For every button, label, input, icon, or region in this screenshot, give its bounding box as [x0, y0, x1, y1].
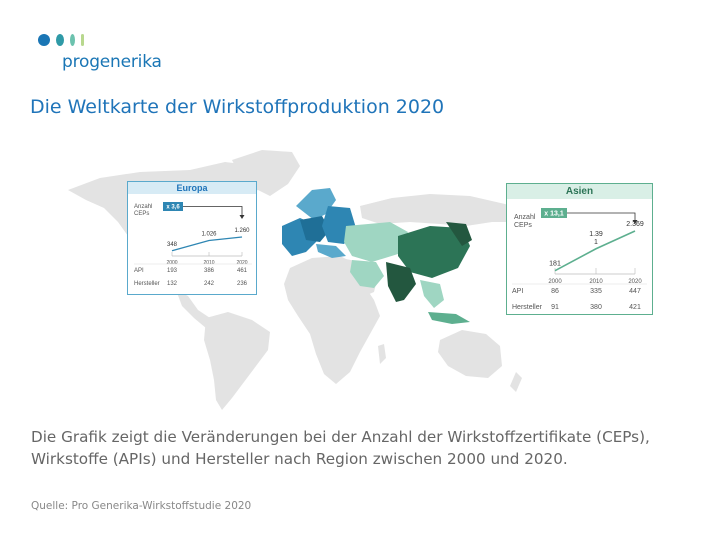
europe-x-label-0: 2000 [166, 260, 177, 266]
description-text: Die Grafik zeigt die Veränderungen bei d… [31, 428, 650, 468]
europe-growth-arrow-line [183, 206, 243, 218]
asia-cell-1-1: 380 [590, 304, 602, 311]
europe-cell-1-1: 242 [204, 281, 215, 287]
europe-region [282, 188, 356, 258]
logo-dots [38, 34, 84, 46]
europe-panel-title: Europa [128, 182, 256, 194]
europe-south [316, 244, 346, 258]
new-zealand [510, 372, 522, 392]
asia-india [386, 262, 416, 302]
logo-dot-1 [38, 34, 50, 46]
asia-region [344, 222, 472, 324]
asia-cell-0-1: 335 [590, 288, 602, 295]
madagascar [378, 344, 386, 364]
asia-panel: Asien Anzahl CEPs x 13,1 2000 2010 2020 181 1.3… [506, 183, 653, 315]
progenerika-logo: progenerika [38, 34, 162, 72]
asia-ylabel-line2: CEPs [514, 222, 532, 229]
page-title: Die Weltkarte der Wirkstoffproduktion 20… [30, 96, 445, 118]
europe-scandinavia [296, 188, 336, 220]
source-note: Quelle: Pro Generika-Wirkstoffstudie 202… [31, 500, 252, 512]
asia-cell-1-0: 91 [551, 304, 559, 311]
europe-cell-1-2: 236 [237, 281, 248, 287]
europe-badge: x 3,6 [166, 205, 180, 211]
greenland [232, 150, 300, 196]
asia-badge: x 13,1 [544, 211, 564, 218]
asia-x-label-2: 2020 [628, 279, 642, 285]
europe-central [300, 216, 330, 242]
asia-row-label-0: API [512, 288, 523, 295]
europe-x-label-2: 2020 [236, 260, 247, 266]
asia-badge-bg [541, 208, 567, 218]
europe-point-label-2: 1.260 [234, 228, 250, 234]
asia-southeast [420, 280, 444, 308]
asia-china [398, 226, 470, 278]
asia-cell-0-2: 447 [629, 288, 641, 295]
asia-cell-0-0: 86 [551, 288, 559, 295]
south-america [204, 312, 270, 410]
europe-growth-arrow-head [239, 215, 245, 219]
asia-point-label-1: 1.39 [589, 231, 603, 238]
europe-cell-0-2: 461 [237, 268, 248, 274]
logo-text: progenerika [62, 52, 162, 72]
logo-dot-2 [56, 34, 64, 46]
europe-panel: Europa Anzahl CEPs x 3,6 2000 2010 2020 348 1.0… [127, 181, 257, 295]
central-america [176, 290, 214, 328]
asia-growth-arrow-line [567, 212, 636, 223]
europe-row-label-1: Hersteller [134, 281, 160, 287]
logo-dot-3 [70, 34, 75, 46]
northern-asia [360, 194, 528, 226]
europe-x-label-1: 2010 [203, 260, 214, 266]
europe-badge-bg [163, 202, 183, 211]
europe-point-label-0: 348 [167, 242, 178, 248]
asia-indonesia [428, 312, 470, 324]
asia-middle-east [350, 260, 384, 288]
asia-point-label-0: 181 [549, 261, 561, 268]
australia [438, 330, 502, 378]
europe-cell-0-1: 386 [204, 268, 215, 274]
europe-ylabel-line1: Anzahl [134, 204, 152, 210]
europe-series-line [171, 236, 243, 252]
asia-row-label-1: Hersteller [512, 304, 543, 311]
europe-point-label-1: 1.026 [201, 232, 217, 238]
europe-ylabel-line2: CEPs [134, 211, 149, 217]
logo-dot-4 [81, 34, 84, 46]
europe-cell-1-0: 132 [167, 281, 178, 287]
europe-cell-0-0: 193 [167, 268, 178, 274]
europe-row-label-0: API [134, 268, 144, 274]
asia-growth-arrow-head [632, 220, 638, 224]
asia-cell-1-2: 421 [629, 304, 641, 311]
asia-point-label-1-1: 1 [594, 239, 598, 246]
asia-x-label-0: 2000 [548, 279, 562, 285]
asia-panel-title: Asien [507, 184, 652, 199]
asia-point-label-2: 2.369 [626, 221, 644, 228]
asia-ylabel-line1: Anzahl [514, 214, 536, 221]
asia-x-label-1: 2010 [589, 279, 603, 285]
asia-northeast [446, 222, 472, 246]
asia-central-west [344, 222, 408, 262]
